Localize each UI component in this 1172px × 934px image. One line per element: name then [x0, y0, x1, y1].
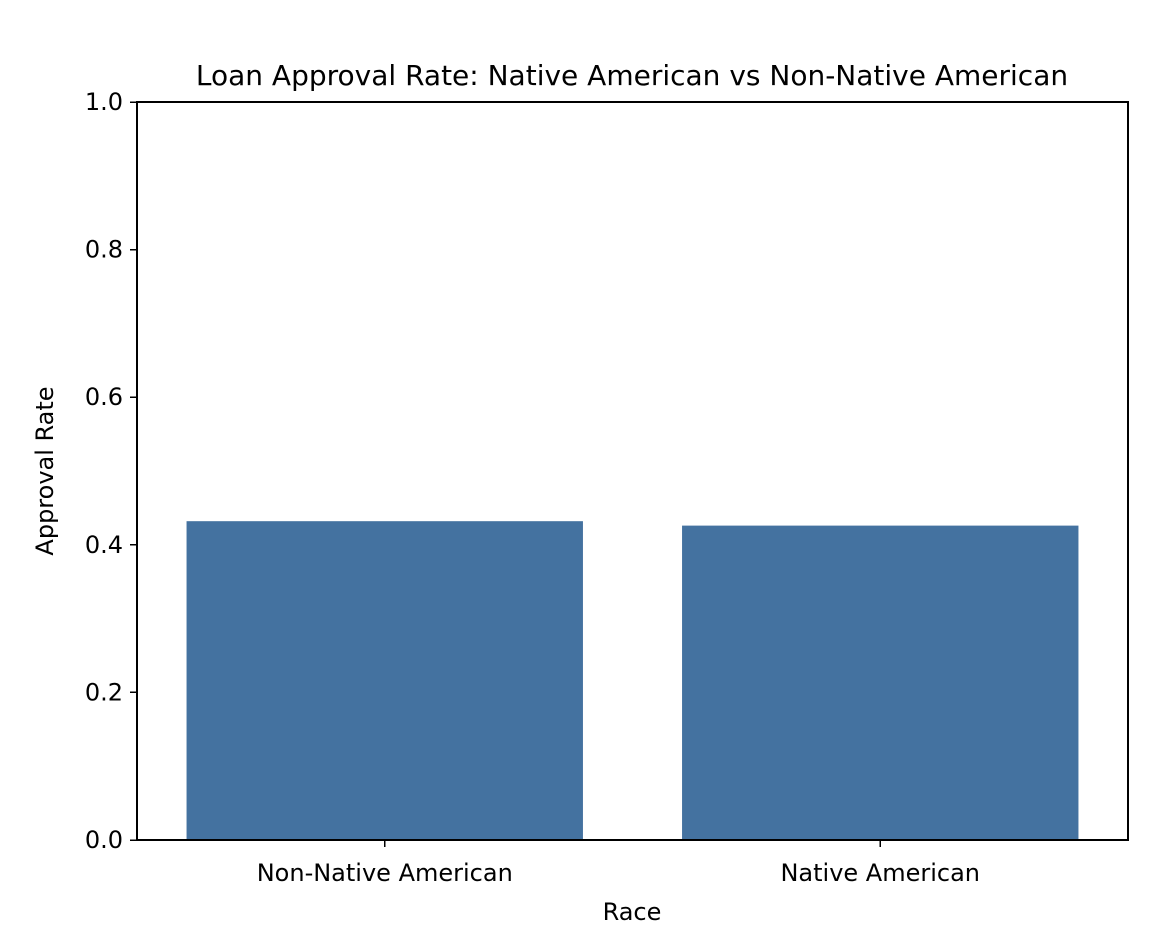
x-tick-label: Native American: [780, 859, 980, 887]
y-tick-label: 0.4: [85, 531, 123, 559]
y-tick-label: 0.8: [85, 236, 123, 264]
plot-frame: [136, 101, 1129, 841]
x-axis: Non-Native American Native American: [257, 840, 980, 887]
bar-0: [186, 521, 583, 840]
y-axis-label: Approval Rate: [31, 386, 59, 555]
chart-title: Loan Approval Rate: Native American vs N…: [196, 59, 1068, 92]
bars-layer: [186, 521, 1079, 840]
bar-1: [682, 525, 1079, 840]
y-tick-label: 1.0: [85, 88, 123, 116]
y-tick-label: 0.6: [85, 383, 123, 411]
y-tick-label: 0.0: [85, 826, 123, 854]
y-tick-label: 0.2: [85, 678, 123, 706]
x-tick-label: Non-Native American: [257, 859, 513, 887]
x-axis-label: Race: [603, 898, 662, 926]
y-axis: 0.0 0.2 0.4 0.6 0.8 1.0: [85, 88, 137, 854]
